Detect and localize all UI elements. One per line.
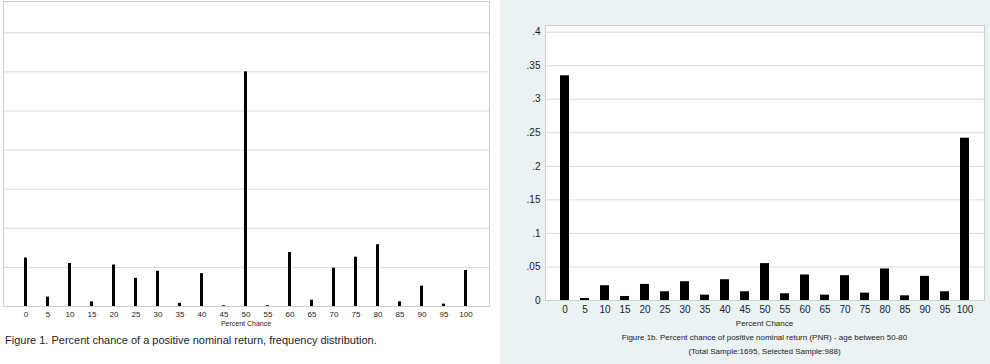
svg-text:5: 5 <box>582 304 588 315</box>
svg-text:25: 25 <box>132 310 141 319</box>
svg-text:80: 80 <box>879 304 891 315</box>
svg-text:95: 95 <box>939 304 951 315</box>
svg-text:20: 20 <box>639 304 651 315</box>
svg-text:90: 90 <box>418 310 427 319</box>
svg-text:50: 50 <box>242 310 251 319</box>
svg-text:10: 10 <box>599 304 611 315</box>
svg-text:.15: .15 <box>527 194 541 205</box>
svg-text:60: 60 <box>799 304 811 315</box>
svg-text:40: 40 <box>719 304 731 315</box>
svg-text:45: 45 <box>220 310 229 319</box>
svg-text:55: 55 <box>779 304 791 315</box>
svg-text:60: 60 <box>286 310 295 319</box>
svg-text:15: 15 <box>619 304 631 315</box>
svg-text:.35: .35 <box>527 60 541 71</box>
svg-text:75: 75 <box>859 304 871 315</box>
svg-text:90: 90 <box>919 304 931 315</box>
svg-text:80: 80 <box>374 310 383 319</box>
svg-text:35: 35 <box>699 304 711 315</box>
svg-text:95: 95 <box>440 310 449 319</box>
svg-text:75: 75 <box>352 310 361 319</box>
svg-text:20: 20 <box>110 310 119 319</box>
html-text:Percent Chance: Percent Chance <box>735 319 794 328</box>
svg-text:0: 0 <box>24 310 29 319</box>
svg-text:100: 100 <box>957 304 974 315</box>
svg-text:70: 70 <box>330 310 339 319</box>
svg-text:35: 35 <box>176 310 185 319</box>
svg-text:30: 30 <box>679 304 691 315</box>
svg-text:30: 30 <box>154 310 163 319</box>
svg-text:25: 25 <box>659 304 671 315</box>
svg-text:10: 10 <box>66 310 75 319</box>
svg-text:0: 0 <box>562 304 568 315</box>
svg-text:65: 65 <box>308 310 317 319</box>
svg-text:85: 85 <box>899 304 911 315</box>
svg-text:65: 65 <box>819 304 831 315</box>
svg-text:.25: .25 <box>527 127 541 138</box>
svg-text:50: 50 <box>759 304 771 315</box>
html-text:Percent Chance: Percent Chance <box>220 320 272 327</box>
svg-text:.3: .3 <box>532 93 541 104</box>
svg-text:15: 15 <box>88 310 97 319</box>
svg-text:70: 70 <box>839 304 851 315</box>
svg-text:85: 85 <box>396 310 405 319</box>
svg-text:.4: .4 <box>532 26 541 37</box>
svg-text:.05: .05 <box>527 261 541 272</box>
html-text:(Total Sample:1695, Selected S: (Total Sample:1695, Selected Sample:988) <box>688 347 841 356</box>
svg-text:0: 0 <box>535 295 541 306</box>
svg-text:40: 40 <box>198 310 207 319</box>
svg-text:45: 45 <box>739 304 751 315</box>
svg-text:5: 5 <box>46 310 51 319</box>
svg-text:55: 55 <box>264 310 273 319</box>
html-text:Figure 1. Percent chance of a: Figure 1. Percent chance of a positive n… <box>5 334 377 346</box>
svg-text:100: 100 <box>459 310 473 319</box>
html-text:Figure 1b. Percent chance of p: Figure 1b. Percent chance of positive no… <box>621 333 908 342</box>
svg-text:.1: .1 <box>532 228 541 239</box>
svg-text:.2: .2 <box>532 161 541 172</box>
